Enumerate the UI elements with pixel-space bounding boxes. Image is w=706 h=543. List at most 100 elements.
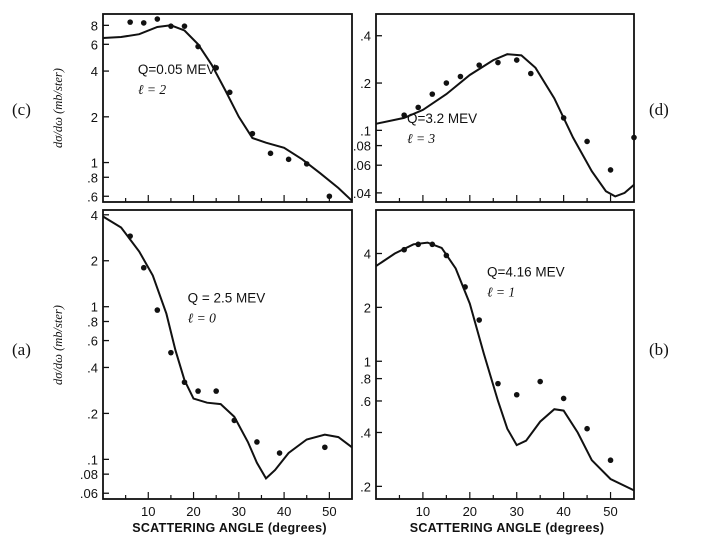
annotation-q: Q=3.2 MEV xyxy=(407,111,477,126)
data-point xyxy=(495,59,501,66)
theory-curve xyxy=(102,24,353,202)
y-tick-label: .8 xyxy=(360,372,371,387)
x-tick-label: 20 xyxy=(463,504,477,519)
annotation-q: Q = 2.5 MEV xyxy=(188,290,266,305)
data-point xyxy=(127,19,133,25)
annotation-q: Q=0.05 MEV xyxy=(138,62,216,77)
data-point xyxy=(322,444,328,451)
data-point xyxy=(181,379,188,386)
data-point xyxy=(415,104,422,111)
annotation-l: ℓ = 1 xyxy=(487,284,515,299)
data-point xyxy=(326,193,333,200)
x-tick-label: 30 xyxy=(232,504,246,519)
theory-curve xyxy=(375,53,635,198)
annotation-q: Q=4.16 MEV xyxy=(487,264,565,279)
y-tick-label: 8 xyxy=(91,18,98,33)
x-tick-label: 10 xyxy=(141,504,155,519)
annotation-l: ℓ = 0 xyxy=(188,310,216,325)
y-tick-label: .6 xyxy=(87,334,98,349)
x-axis-label: SCATTERING ANGLE (degrees) xyxy=(410,521,605,535)
y-axis-label: dσ/dω (mb/ster) xyxy=(51,305,65,385)
y-tick-label: .4 xyxy=(360,29,371,44)
data-point xyxy=(560,115,567,121)
panel-label-d: (d) xyxy=(649,100,669,119)
data-point xyxy=(154,307,161,313)
data-point xyxy=(495,380,501,387)
y-tick-label: .8 xyxy=(87,170,98,185)
data-point xyxy=(429,91,436,97)
data-point xyxy=(462,284,468,290)
y-tick-label: .2 xyxy=(360,76,371,91)
data-point xyxy=(267,150,274,157)
data-point xyxy=(429,241,436,248)
data-point xyxy=(457,73,464,80)
theory-curve xyxy=(375,241,635,492)
y-tick-label: 1 xyxy=(364,354,371,369)
x-tick-label: 50 xyxy=(603,504,617,519)
y-tick-label: .06 xyxy=(353,158,371,173)
y-tick-label: .2 xyxy=(87,406,98,421)
data-point xyxy=(213,388,219,394)
y-tick-label: 2 xyxy=(91,110,98,125)
data-point xyxy=(226,89,233,96)
data-point xyxy=(443,80,450,86)
data-point xyxy=(276,450,283,456)
data-point xyxy=(181,23,188,29)
data-point xyxy=(537,378,543,385)
data-point xyxy=(195,388,201,394)
y-tick-label: 1 xyxy=(91,300,98,315)
y-tick-label: .8 xyxy=(87,314,98,329)
x-tick-label: 30 xyxy=(509,504,523,519)
x-tick-label: 50 xyxy=(322,504,336,519)
data-point xyxy=(528,70,534,77)
data-point xyxy=(231,417,238,424)
data-point xyxy=(303,161,310,167)
data-point xyxy=(476,317,483,323)
x-tick-label: 40 xyxy=(277,504,291,519)
data-point xyxy=(285,156,292,163)
annotation-l: ℓ = 3 xyxy=(407,131,435,146)
data-point xyxy=(140,20,147,26)
plot-frame xyxy=(375,13,635,203)
data-point xyxy=(607,167,614,173)
plot-frame xyxy=(102,13,353,203)
data-point xyxy=(168,349,174,356)
plot-frame xyxy=(375,209,635,500)
data-point xyxy=(168,23,174,29)
y-tick-label: 1 xyxy=(91,156,98,171)
data-point xyxy=(560,395,567,402)
y-tick-label: 4 xyxy=(364,247,371,262)
panel-label-a: (a) xyxy=(12,340,31,359)
y-tick-label: .04 xyxy=(353,186,371,201)
y-tick-label: .6 xyxy=(360,394,371,409)
x-tick-label: 10 xyxy=(416,504,430,519)
y-tick-label: .1 xyxy=(360,123,371,138)
data-point xyxy=(127,233,133,239)
y-tick-label: 4 xyxy=(91,64,98,79)
y-tick-label: .6 xyxy=(87,189,98,204)
y-axis-label: dσ/dω (mb/ster) xyxy=(51,68,65,148)
x-tick-label: 20 xyxy=(186,504,200,519)
data-point xyxy=(631,134,637,141)
theory-curve xyxy=(102,215,353,480)
y-tick-label: 2 xyxy=(364,300,371,315)
panel-label-c: (c) xyxy=(12,100,31,119)
data-point xyxy=(195,43,201,50)
data-point xyxy=(607,457,614,464)
data-point xyxy=(513,57,520,63)
data-point xyxy=(249,130,256,137)
data-point xyxy=(584,425,590,432)
panel-label-b: (b) xyxy=(649,340,669,359)
data-point xyxy=(584,138,590,145)
y-tick-label: .08 xyxy=(80,467,98,482)
data-point xyxy=(140,264,147,271)
y-tick-label: .2 xyxy=(360,479,371,494)
data-point xyxy=(401,246,407,253)
plot-frame xyxy=(102,209,353,500)
data-point xyxy=(443,252,450,259)
y-tick-label: .08 xyxy=(353,139,371,154)
data-point xyxy=(401,112,407,118)
data-point xyxy=(415,241,422,248)
data-point xyxy=(254,439,260,445)
